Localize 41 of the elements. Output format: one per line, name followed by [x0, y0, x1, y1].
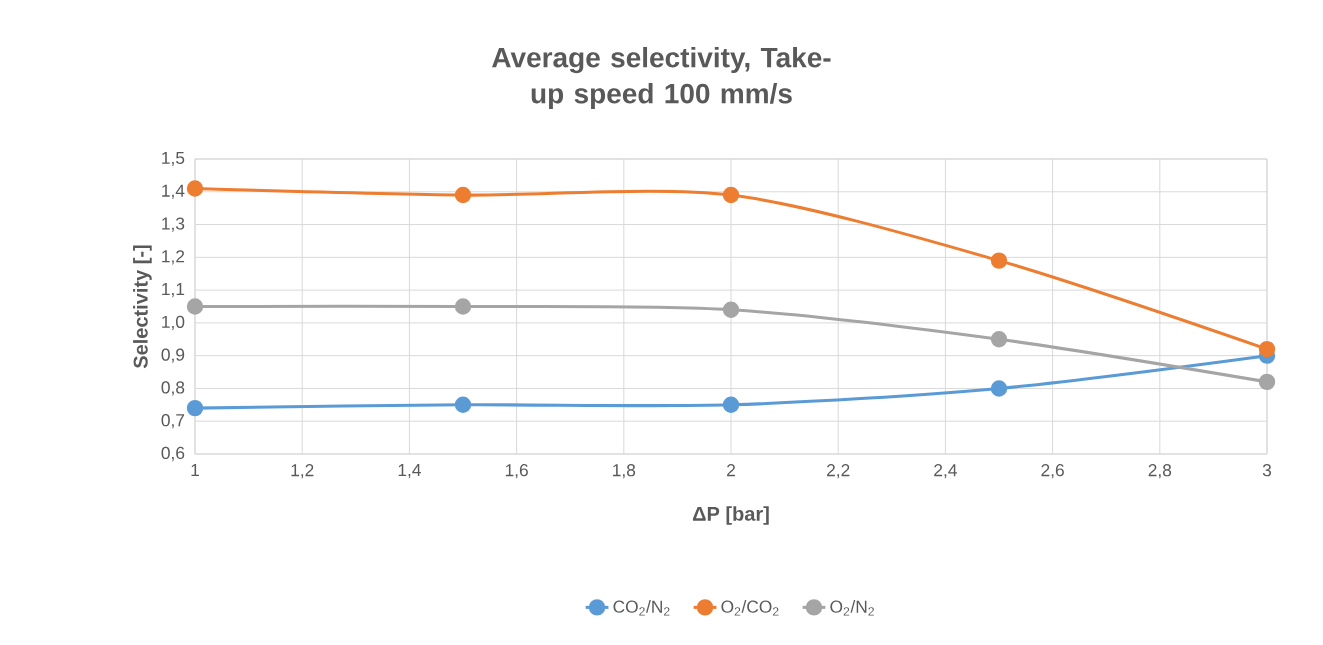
point	[454, 298, 472, 315]
point	[186, 399, 204, 417]
x-tick-label: 1,8	[613, 464, 636, 479]
point	[1258, 340, 1276, 358]
y-tick-label: 0,7	[161, 414, 185, 429]
point	[990, 252, 1008, 269]
point	[722, 396, 740, 414]
x-tick-label: 1,2	[291, 464, 314, 479]
x-tick-label: 2,8	[1148, 464, 1172, 479]
y-tick-label: 1,0	[162, 315, 185, 331]
point	[186, 298, 204, 315]
x-tick-label: 3	[1262, 464, 1272, 477]
x-tick-label: 2,4	[934, 464, 957, 479]
point	[990, 380, 1008, 397]
x-tick-label: 2,6	[1041, 464, 1064, 479]
x-tick-label: 1,4	[398, 464, 421, 479]
y-tick-label: 1,3	[162, 217, 185, 232]
x-tick-label: 1,6	[505, 464, 528, 479]
x-tick-label: 2	[727, 464, 735, 477]
legend-label: O$_{2}$/CO$_{2}$	[721, 600, 779, 616]
y-axis-title: Selectivity [-]	[133, 245, 152, 369]
point	[454, 396, 472, 414]
y-tick-label: 1,1	[162, 283, 185, 298]
point	[722, 186, 740, 204]
y-tick-label: 0,9	[161, 348, 185, 363]
y-tick-label: 1,4	[162, 184, 185, 199]
point	[722, 301, 740, 318]
x-tick-label: 2,2	[827, 464, 850, 479]
chart-title: Average selectivity, Take-up speed 100 mm/s	[492, 46, 831, 110]
x-tick-label: 1	[191, 464, 199, 476]
point	[1258, 373, 1276, 391]
point	[990, 331, 1008, 348]
y-tick-label: 1,5	[162, 151, 185, 167]
point	[454, 186, 472, 204]
legend-label: CO$_{2}$/N$_{2}$	[613, 600, 670, 616]
point	[186, 180, 204, 197]
y-tick-label: 0,8	[161, 381, 185, 396]
legend-label: O$_{2}$/N$_{2}$	[830, 600, 874, 616]
y-tick-label: 0,6	[161, 446, 185, 462]
x-axis-title: ΔP [bar]	[692, 506, 769, 525]
y-tick-label: 1,2	[162, 250, 185, 265]
